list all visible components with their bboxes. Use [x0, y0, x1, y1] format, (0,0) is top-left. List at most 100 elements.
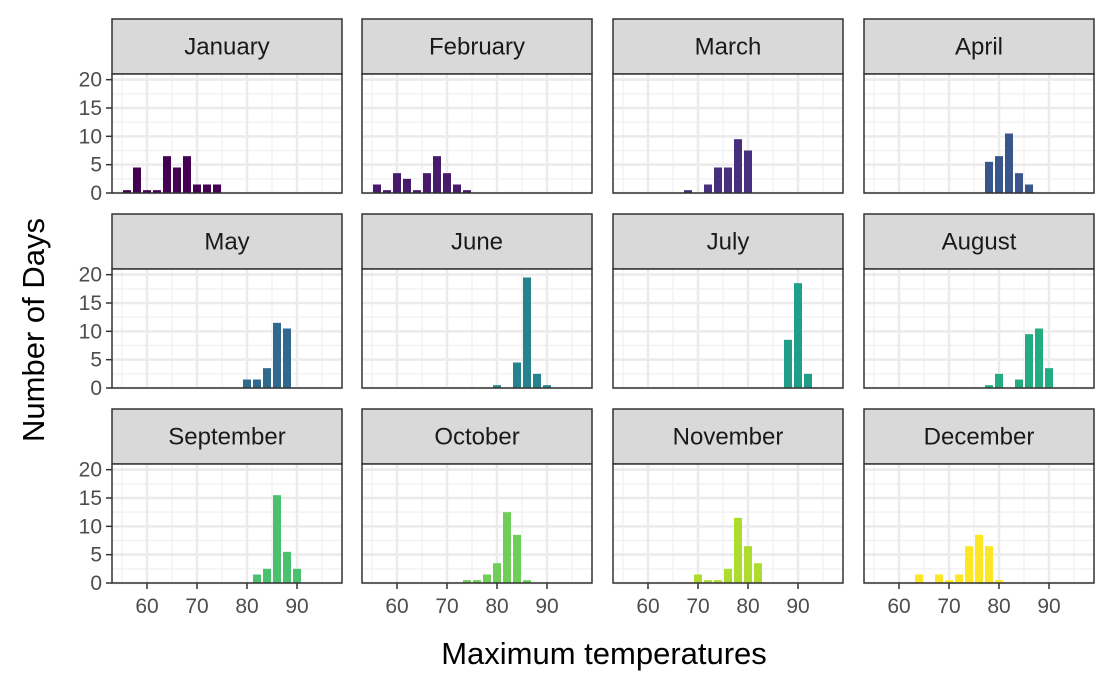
histogram-bar — [714, 167, 722, 193]
panel-border — [111, 73, 343, 194]
histogram-bar — [453, 184, 461, 193]
panel-october: October 60 70 80 90 — [361, 408, 593, 618]
strip-april — [863, 18, 1095, 75]
panel-border — [863, 73, 1095, 194]
y-tick-label: 10 — [79, 125, 102, 148]
histogram-bar — [985, 161, 993, 193]
histogram-bar — [493, 385, 501, 388]
y-axis-title: Number of Days — [16, 218, 51, 442]
histogram-bar — [935, 574, 943, 583]
histogram-bar — [463, 190, 471, 193]
histogram-bar — [253, 379, 261, 388]
y-tick-label: 20 — [79, 69, 102, 92]
panel-border — [111, 463, 343, 584]
histogram-bar — [423, 173, 431, 193]
histogram-bar — [493, 563, 501, 583]
y-tick-label: 15 — [79, 97, 102, 120]
y-tick-label: 20 — [79, 459, 102, 482]
strip-label: June — [451, 229, 503, 256]
histogram-bar — [383, 190, 391, 193]
strip-label: February — [429, 34, 525, 61]
x-tick-label: 80 — [235, 595, 258, 618]
panel-september: September 0 5 10 15 20 60 70 80 90 — [79, 408, 343, 618]
histogram-bar — [704, 580, 712, 583]
y-tick-label: 15 — [79, 487, 102, 510]
histogram-bar — [794, 283, 802, 388]
y-tick-label: 5 — [90, 349, 102, 372]
y-tick-label: 0 — [90, 377, 102, 400]
histogram-bar — [193, 184, 201, 193]
panel-april: April — [863, 18, 1095, 195]
histogram-bar — [183, 156, 191, 193]
x-tick-label: 60 — [385, 595, 408, 618]
histogram-bar — [253, 574, 261, 583]
strip-label: May — [204, 229, 249, 256]
y-tick-label: 0 — [90, 572, 102, 595]
histogram-bar — [1035, 328, 1043, 388]
panel-border — [612, 268, 844, 389]
x-axis-title: Maximum temperatures — [441, 636, 767, 671]
histogram-bar — [734, 517, 742, 583]
histogram-bar — [724, 568, 732, 583]
histogram-bar — [293, 568, 301, 583]
panel-february: February — [361, 18, 593, 195]
histogram-bar — [714, 580, 722, 583]
histogram-bar — [744, 546, 752, 583]
x-tick-label: 70 — [937, 595, 960, 618]
x-tick-label: 70 — [686, 595, 709, 618]
x-tick-label: 90 — [285, 595, 308, 618]
histogram-bar — [523, 580, 531, 583]
panel-border — [612, 73, 844, 194]
histogram-bar — [694, 574, 702, 583]
histogram-bar — [1015, 379, 1023, 388]
histogram-bar — [523, 277, 531, 388]
x-tick-label: 80 — [485, 595, 508, 618]
histogram-bar — [513, 362, 521, 388]
histogram-bar — [684, 190, 692, 193]
histogram-bar — [995, 580, 1003, 583]
strip-label: November — [673, 424, 784, 451]
x-tick-label: 60 — [636, 595, 659, 618]
histogram-bar — [1015, 173, 1023, 193]
panel-december: December 60 70 80 90 — [863, 408, 1095, 618]
histogram-bar — [263, 368, 271, 388]
histogram-bar — [1005, 133, 1013, 193]
histogram-bar — [704, 184, 712, 193]
x-tick-label: 70 — [185, 595, 208, 618]
panel-border — [361, 268, 593, 389]
y-tick-label: 10 — [79, 515, 102, 538]
histogram-bar — [263, 568, 271, 583]
panel-may: May 0 5 10 15 20 — [79, 213, 343, 400]
y-tick-label: 10 — [79, 320, 102, 343]
histogram-bar — [403, 178, 411, 193]
y-tick-label: 15 — [79, 292, 102, 315]
strip-label: December — [924, 424, 1035, 451]
panel-border — [863, 463, 1095, 584]
strip-march — [612, 18, 844, 75]
histogram-bar — [965, 546, 973, 583]
x-tick-label: 70 — [435, 595, 458, 618]
histogram-bar — [123, 190, 131, 193]
strip-label: September — [168, 424, 285, 451]
histogram-bar — [273, 322, 281, 388]
strip-february — [361, 18, 593, 75]
histogram-bar — [273, 495, 281, 583]
histogram-bar — [804, 373, 812, 388]
histogram-bar — [533, 373, 541, 388]
x-tick-label: 80 — [736, 595, 759, 618]
panel-march: March — [612, 18, 844, 195]
histogram-bar — [1045, 368, 1053, 388]
histogram-bar — [995, 373, 1003, 388]
histogram-bar — [393, 173, 401, 193]
strip-label: August — [942, 229, 1017, 256]
histogram-bar — [213, 184, 221, 193]
histogram-bar — [985, 546, 993, 583]
histogram-bar — [173, 167, 181, 193]
histogram-bar — [1025, 334, 1033, 388]
strip-may — [111, 213, 343, 270]
panel-july: July — [612, 213, 844, 390]
strip-label: March — [695, 34, 762, 61]
strip-label: July — [707, 229, 750, 256]
histogram-bar — [734, 139, 742, 193]
